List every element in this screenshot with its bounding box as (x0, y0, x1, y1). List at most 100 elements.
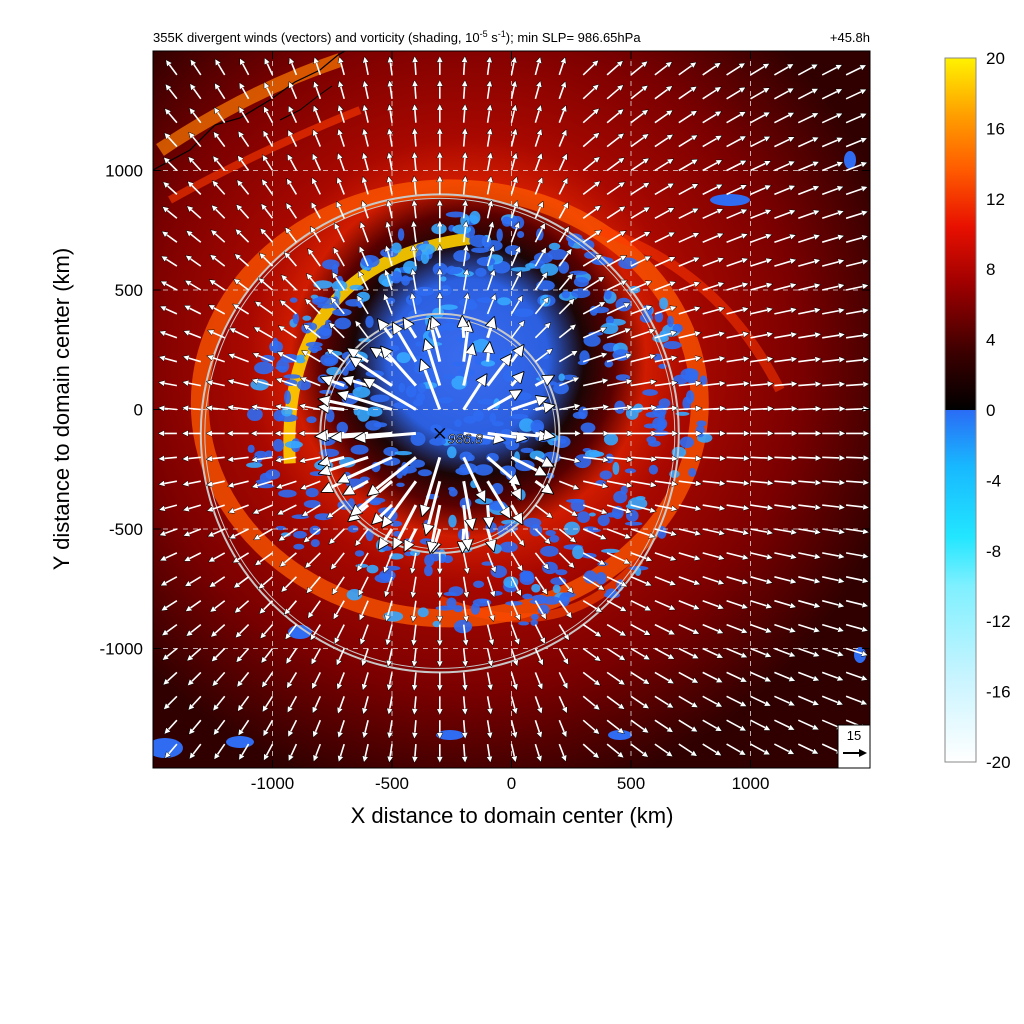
negative-vorticity-patch (549, 535, 560, 543)
wind-vector (464, 624, 466, 644)
wind-vector (654, 136, 672, 148)
wind-vector (240, 109, 250, 124)
wind-vector (364, 696, 369, 712)
wind-vector (678, 136, 696, 148)
negative-vorticity-patch (441, 322, 458, 331)
wind-vector (845, 115, 865, 124)
wind-vector (702, 743, 720, 754)
wind-vector (750, 137, 769, 148)
negative-vorticity-patch (305, 487, 319, 498)
colorbar-ticks: 20 16 12 8 4 0 -4 -8 -12 -16 -20 (986, 49, 1011, 772)
wind-vector (822, 528, 843, 532)
wind-vector (654, 408, 676, 410)
wind-vector (290, 84, 298, 100)
wind-vector (821, 671, 841, 679)
wind-vector (463, 431, 502, 439)
wind-vector (510, 375, 522, 387)
wind-vector (215, 719, 226, 733)
wind-vector (263, 671, 274, 686)
wind-vector (510, 528, 524, 545)
wind-vector (364, 131, 369, 147)
negative-vorticity-patch (416, 392, 426, 402)
wind-vector (654, 695, 672, 707)
wind-vector (510, 107, 516, 123)
negative-vorticity-patch (667, 315, 674, 328)
wind-vector (750, 309, 771, 315)
wind-vector (281, 301, 297, 315)
negative-vorticity-patch (550, 434, 559, 442)
negative-vorticity-patch (545, 530, 556, 536)
wind-vector (702, 599, 722, 608)
negative-vorticity-patch (365, 315, 374, 328)
negative-vorticity-patch (442, 430, 463, 439)
wind-vector (190, 719, 202, 733)
wind-vector (235, 576, 250, 587)
wind-vector (192, 61, 202, 76)
negative-vorticity-patch (473, 580, 485, 588)
wind-vector (406, 528, 418, 548)
wind-vector (797, 90, 816, 100)
wind-vector (582, 328, 605, 339)
wind-vector (341, 455, 393, 481)
wind-vector (534, 249, 545, 267)
wind-vector (726, 408, 748, 409)
wind-vector (845, 286, 866, 291)
wind-vector (606, 232, 624, 243)
negative-vorticity-patch (604, 289, 612, 300)
wind-vector (606, 329, 629, 339)
wind-vector (630, 184, 648, 196)
wind-vector (726, 457, 748, 458)
negative-vorticity-patch (648, 440, 661, 447)
wind-vector (606, 743, 622, 756)
wind-vector (388, 648, 393, 665)
wind-vector (241, 60, 250, 76)
negative-vorticity-patch (564, 521, 580, 536)
wind-vector (167, 62, 178, 76)
wind-vector (166, 743, 178, 757)
wind-vector (559, 378, 577, 387)
wind-vector (371, 456, 417, 493)
wind-vector (702, 528, 723, 534)
wind-vector (845, 576, 866, 581)
wind-vector (488, 528, 493, 548)
wind-vector (558, 552, 573, 567)
wind-vector (845, 163, 865, 172)
wind-vector (510, 552, 522, 570)
wind-vector (534, 672, 541, 687)
wind-vector (212, 600, 226, 611)
wind-vector (237, 231, 250, 243)
wind-vector (654, 358, 675, 363)
wind-vector (488, 59, 490, 76)
wind-vector (822, 576, 842, 582)
wind-vector (726, 504, 748, 508)
wind-vector (534, 648, 542, 664)
negative-vorticity-patch (530, 613, 539, 621)
negative-vorticity-patch (312, 296, 332, 306)
wind-vector (236, 600, 250, 612)
negative-vorticity-patch (699, 375, 708, 386)
negative-vorticity-patch (446, 597, 457, 609)
wind-vector (846, 384, 867, 386)
wind-vector (209, 504, 225, 510)
wind-vector (678, 308, 699, 315)
wind-vector (726, 719, 745, 730)
wind-vector (161, 408, 177, 410)
wind-vector (798, 310, 818, 315)
wind-vector (845, 623, 866, 631)
wind-vector (389, 178, 393, 195)
wind-vector (286, 254, 298, 267)
wind-vector (534, 107, 540, 123)
wind-vector (821, 187, 841, 196)
wind-vector (558, 528, 574, 541)
wind-vector (387, 624, 393, 644)
wind-vector (822, 335, 843, 339)
wind-vector (821, 647, 842, 656)
wind-vector (702, 88, 720, 100)
wind-vector (606, 480, 630, 486)
wind-vector (510, 297, 522, 315)
wind-vector (214, 671, 226, 684)
wind-vector (464, 82, 465, 99)
wind-vector (654, 457, 676, 459)
x-tick-label: -500 (375, 774, 409, 793)
negative-vorticity-patch (540, 263, 559, 276)
